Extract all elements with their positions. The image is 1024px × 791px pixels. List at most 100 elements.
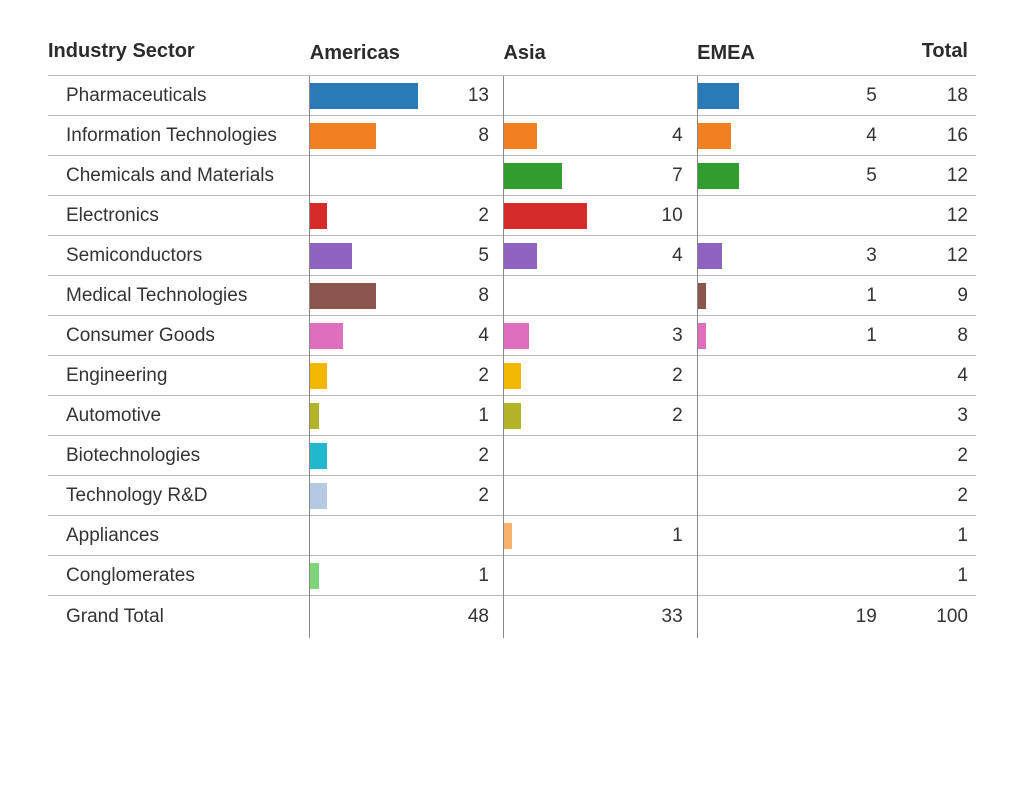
table-row: Technology R&D22 — [48, 476, 976, 516]
row-total: 3 — [891, 396, 976, 436]
row-total: 9 — [891, 276, 976, 316]
sector-label: Conglomerates — [48, 556, 310, 596]
emea-bar — [698, 123, 731, 149]
row-total: 1 — [891, 516, 976, 556]
grand-total-label: Grand Total — [48, 596, 310, 639]
americas-bar-cell — [310, 76, 448, 116]
emea-value — [835, 436, 890, 476]
emea-value: 3 — [835, 236, 890, 276]
table-row: Medical Technologies 8 19 — [48, 276, 976, 316]
asia-bar — [504, 363, 521, 389]
asia-bar-cell — [503, 516, 641, 556]
americas-value: 8 — [448, 116, 503, 156]
asia-value: 10 — [642, 196, 697, 236]
americas-bar — [310, 483, 327, 509]
emea-bar-cell — [697, 556, 835, 596]
sector-label: Chemicals and Materials — [48, 156, 310, 196]
emea-bar-cell — [697, 116, 835, 156]
sector-label: Medical Technologies — [48, 276, 310, 316]
sector-label: Technology R&D — [48, 476, 310, 516]
asia-bar-cell — [503, 116, 641, 156]
asia-value: 2 — [642, 396, 697, 436]
table-row: Engineering224 — [48, 356, 976, 396]
asia-bar-cell — [503, 196, 641, 236]
asia-bar-cell — [503, 316, 641, 356]
asia-value — [642, 476, 697, 516]
americas-bar-cell — [310, 436, 448, 476]
asia-bar — [504, 203, 587, 229]
americas-bar-cell — [310, 556, 448, 596]
americas-bar-cell — [310, 476, 448, 516]
row-total: 2 — [891, 436, 976, 476]
americas-value — [448, 516, 503, 556]
americas-value: 1 — [448, 396, 503, 436]
grand-total-americas-bar — [310, 596, 448, 639]
emea-bar-cell — [697, 316, 835, 356]
emea-value — [835, 556, 890, 596]
americas-value: 4 — [448, 316, 503, 356]
emea-bar — [698, 283, 706, 309]
col-header-asia-val — [642, 32, 697, 76]
emea-value — [835, 196, 890, 236]
americas-bar — [310, 83, 417, 109]
americas-bar — [310, 283, 376, 309]
asia-value: 7 — [642, 156, 697, 196]
asia-bar-cell — [503, 76, 641, 116]
americas-bar — [310, 443, 327, 469]
americas-bar-cell — [310, 316, 448, 356]
asia-value — [642, 276, 697, 316]
table-row: Consumer Goods4318 — [48, 316, 976, 356]
grand-total-asia-bar — [503, 596, 641, 639]
grand-total-total: 100 — [891, 596, 976, 639]
americas-bar — [310, 363, 327, 389]
emea-bar-cell — [697, 276, 835, 316]
grand-total-americas: 48 — [448, 596, 503, 639]
emea-value — [835, 396, 890, 436]
row-total: 8 — [891, 316, 976, 356]
americas-bar-cell — [310, 516, 448, 556]
sector-label: Engineering — [48, 356, 310, 396]
emea-value — [835, 476, 890, 516]
asia-bar-cell — [503, 236, 641, 276]
grand-total-emea-bar — [697, 596, 835, 639]
asia-value: 4 — [642, 116, 697, 156]
asia-bar-cell — [503, 396, 641, 436]
asia-bar-cell — [503, 436, 641, 476]
emea-bar-cell — [697, 516, 835, 556]
asia-bar — [504, 123, 537, 149]
emea-bar — [698, 243, 723, 269]
americas-value: 2 — [448, 356, 503, 396]
sector-label: Semiconductors — [48, 236, 310, 276]
emea-bar-cell — [697, 476, 835, 516]
table-row: Pharmaceuticals13518 — [48, 76, 976, 116]
emea-bar — [698, 323, 706, 349]
sector-label: Pharmaceuticals — [48, 76, 310, 116]
sector-label: Automotive — [48, 396, 310, 436]
col-header-emea: EMEA — [697, 32, 835, 76]
emea-bar-cell — [697, 156, 835, 196]
americas-bar — [310, 403, 318, 429]
emea-value — [835, 356, 890, 396]
row-total: 1 — [891, 556, 976, 596]
asia-bar-cell — [503, 156, 641, 196]
americas-value: 1 — [448, 556, 503, 596]
emea-value: 1 — [835, 276, 890, 316]
americas-bar-cell — [310, 396, 448, 436]
asia-value — [642, 76, 697, 116]
emea-value: 4 — [835, 116, 890, 156]
americas-bar-cell — [310, 196, 448, 236]
americas-value: 13 — [448, 76, 503, 116]
asia-bar — [504, 403, 521, 429]
americas-bar — [310, 563, 318, 589]
table-row: Conglomerates 1 1 — [48, 556, 976, 596]
emea-value: 5 — [835, 76, 890, 116]
asia-bar — [504, 163, 562, 189]
americas-bar — [310, 243, 351, 269]
americas-bar-cell — [310, 156, 448, 196]
americas-value: 8 — [448, 276, 503, 316]
asia-bar — [504, 523, 512, 549]
table-row: Appliances11 — [48, 516, 976, 556]
americas-value: 2 — [448, 196, 503, 236]
emea-value — [835, 516, 890, 556]
row-total: 12 — [891, 236, 976, 276]
